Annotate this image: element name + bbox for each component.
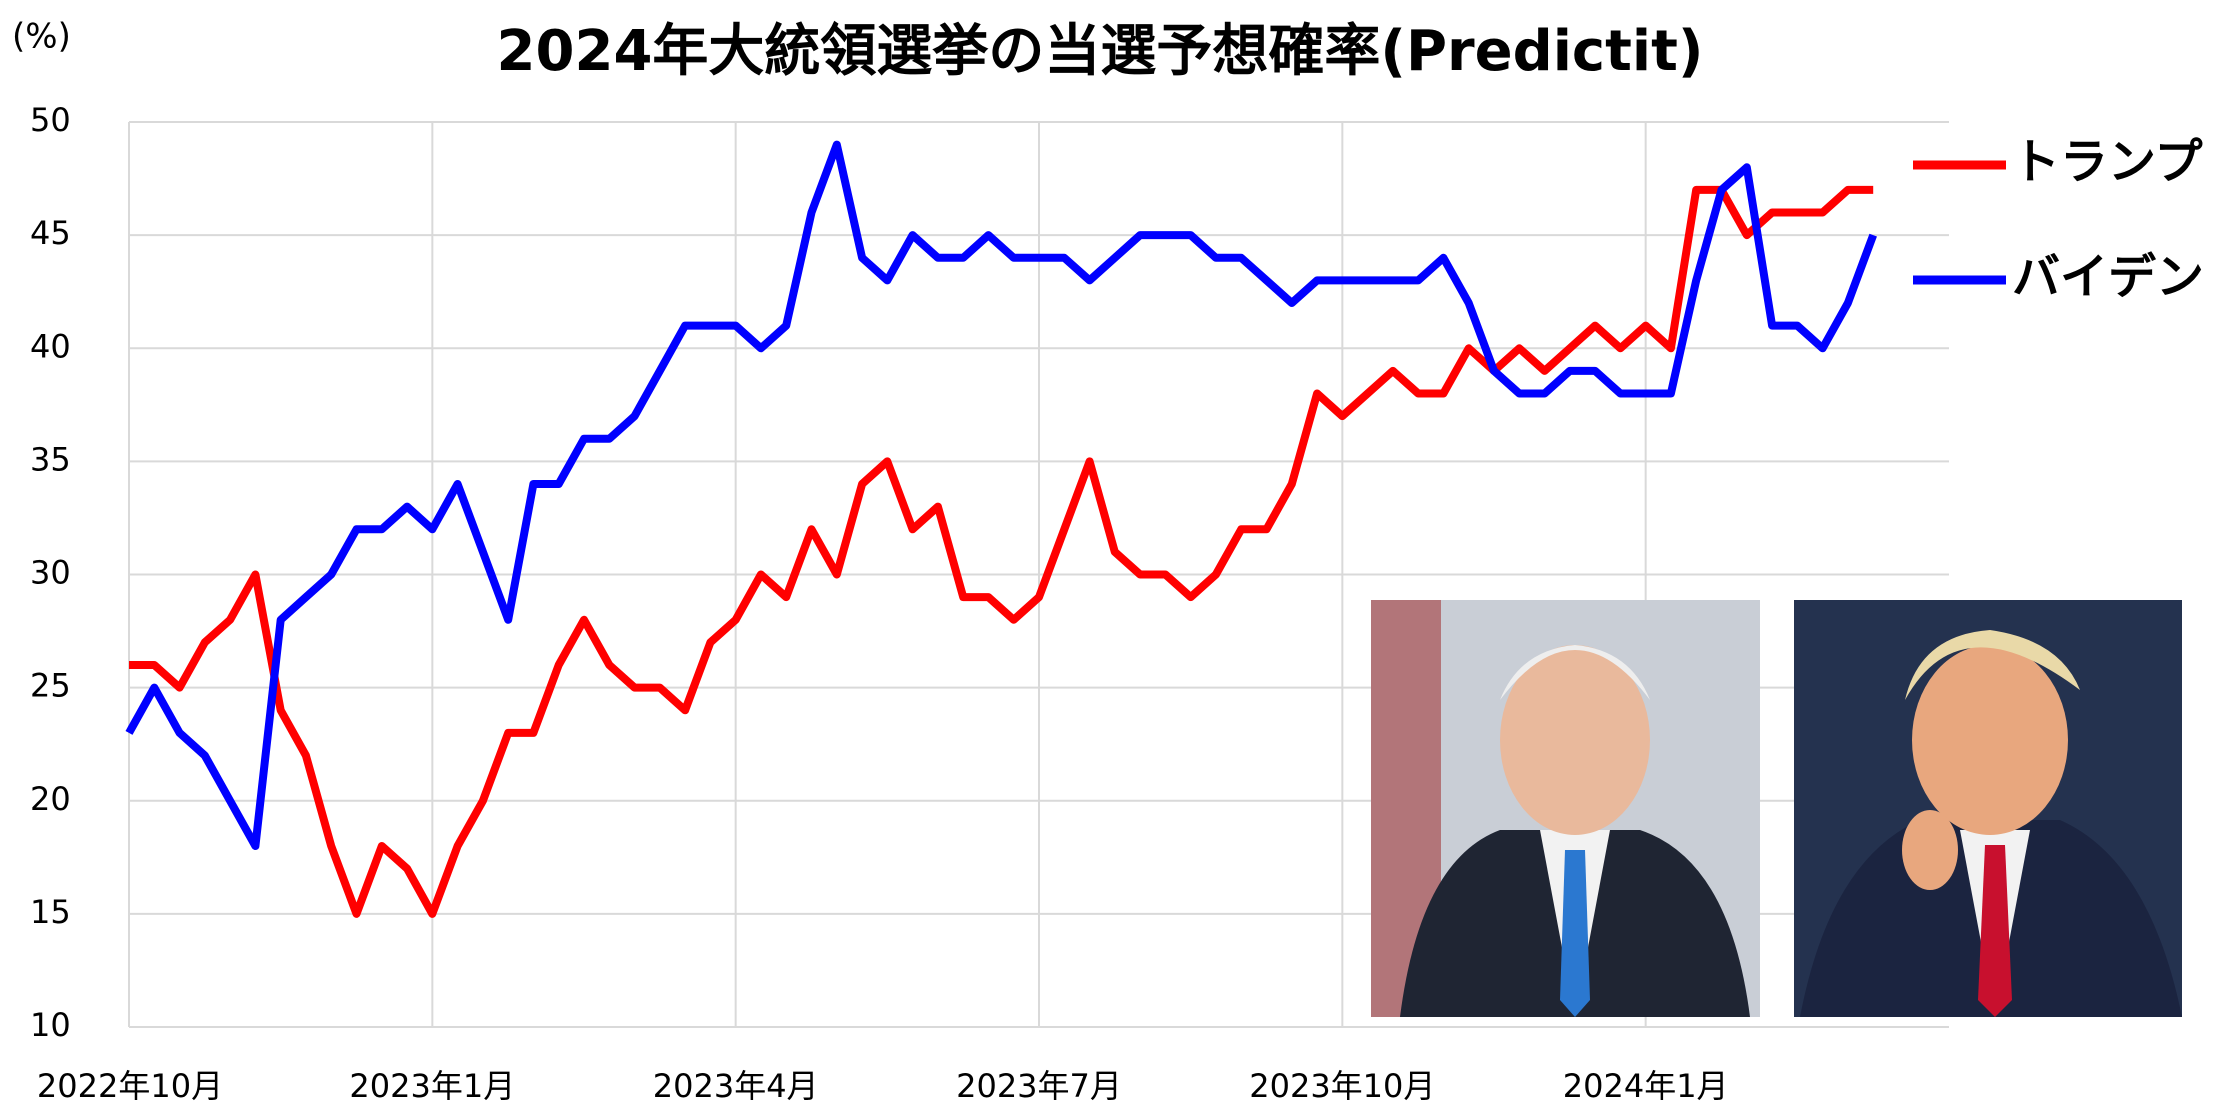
photos	[1371, 600, 2182, 1017]
y-tick-label: 25	[30, 667, 71, 705]
series-line	[129, 185, 1874, 918]
legend-label: トランプ	[2012, 134, 2203, 190]
y-tick-label: 45	[30, 214, 71, 252]
y-tick-label: 30	[30, 554, 71, 592]
y-tick-label: 40	[30, 327, 71, 365]
y-tick-label: 35	[30, 440, 71, 478]
y-tick-label: 50	[30, 101, 71, 139]
photo-trump	[1794, 600, 2182, 1017]
chart-title: 2024年大統領選挙の当選予想確率(Predictit)	[497, 19, 1704, 84]
photo-biden	[1371, 600, 1760, 1017]
x-tick-label: 2024年1月	[1563, 1067, 1729, 1105]
x-tick-label: 2023年1月	[349, 1067, 515, 1105]
y-tick-label: 15	[30, 893, 71, 931]
y-tick-label: 10	[30, 1006, 71, 1044]
y-tick-label: 20	[30, 780, 71, 818]
series-line	[125, 140, 1877, 850]
x-tick-label: 2023年10月	[1249, 1067, 1435, 1105]
x-tick-label: 2023年4月	[653, 1067, 819, 1105]
legend-label: バイデン	[2012, 249, 2204, 305]
y-axis-label: (%)	[12, 17, 71, 57]
x-tick-label: 2023年7月	[956, 1067, 1122, 1105]
x-tick-label: 2022年10月	[37, 1067, 223, 1105]
